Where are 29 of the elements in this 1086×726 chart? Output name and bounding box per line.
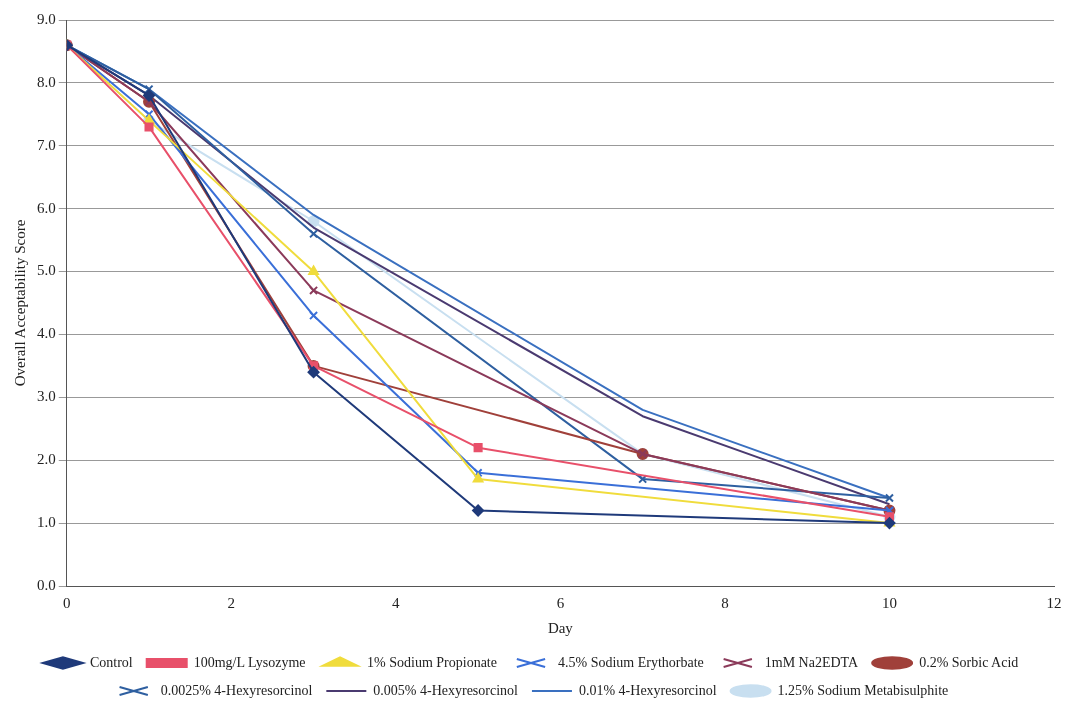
legend-label: 0.0025% 4-Hexyresorcinol	[160, 682, 313, 698]
y-tick-label: 4.0	[37, 325, 56, 342]
y-tick-label: 5.0	[37, 262, 56, 279]
x-tick-label: 4	[392, 594, 401, 611]
legend-label: 4.5% Sodium Erythorbate	[557, 654, 704, 670]
y-tick-label: 6.0	[37, 199, 56, 216]
x-tick-label: 8	[721, 594, 729, 611]
x-tick-label: 12	[1046, 594, 1062, 611]
y-tick-label: 1.0	[37, 514, 56, 531]
x-tick-label: 0	[63, 594, 71, 611]
x-tick-label: 2	[227, 594, 236, 611]
x-axis-title: Day	[547, 619, 574, 636]
y-tick-label: 3.0	[37, 388, 56, 405]
y-tick-label: 2.0	[37, 451, 56, 468]
legend-label: 1% Sodium Propionate	[367, 654, 497, 670]
legend-label: Control	[89, 654, 133, 670]
legend-label: 0.01% 4-Hexyresorcinol	[578, 682, 717, 698]
y-axis-title: Overall Acceptability Score	[11, 219, 28, 387]
legend-label: 1mM Na2EDTA	[764, 654, 860, 670]
y-tick-label: 9.0	[37, 10, 56, 27]
legend-label: 0.005% 4-Hexyresorcinol	[373, 682, 519, 698]
legend-label: 100mg/L Lysozyme	[193, 654, 306, 670]
x-tick-label: 10	[881, 594, 897, 611]
x-tick-label: 6	[556, 594, 565, 611]
legend-label: 1.25% Sodium Metabisulphite	[777, 682, 949, 698]
legend-label: 0.2% Sorbic Acid	[919, 654, 1019, 670]
y-tick-label: 8.0	[37, 73, 56, 90]
y-tick-label: 0.0	[37, 576, 56, 593]
y-tick-label: 7.0	[37, 136, 56, 153]
